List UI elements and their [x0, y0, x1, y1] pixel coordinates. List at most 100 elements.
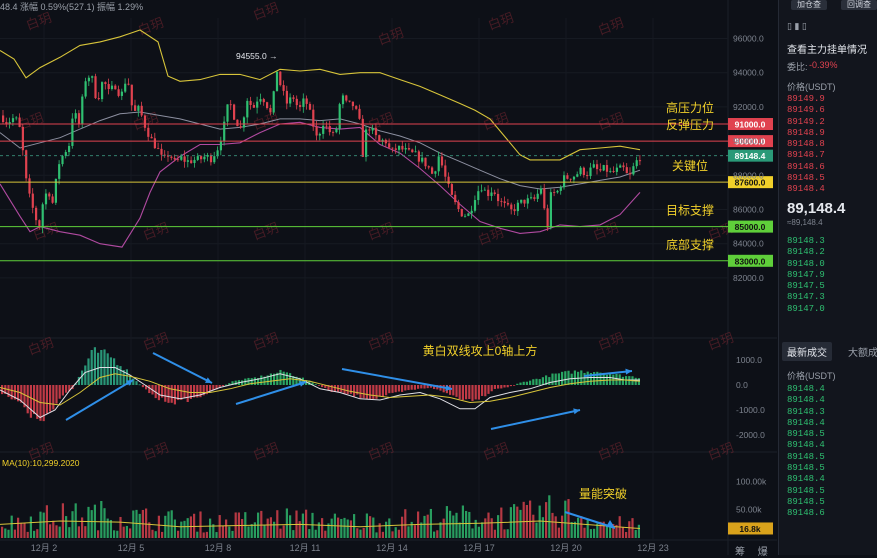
candle-body [503, 201, 506, 204]
bid-row[interactable]: 89148.0 [787, 258, 825, 269]
candle-body [91, 76, 94, 78]
macd-bar [250, 378, 253, 385]
candle-body [546, 208, 549, 228]
bid-row[interactable]: 89147.5 [787, 281, 825, 292]
ask-list: 89149.9 89149.6 89149.2 89148.9 89148.8 89148… [787, 94, 825, 196]
trade-row[interactable]: 89148.6 [787, 508, 825, 519]
ask-row[interactable]: 89148.4 [787, 184, 825, 195]
macd-bar [369, 385, 372, 400]
volume-bar [183, 520, 186, 538]
volume-bar [628, 521, 631, 538]
macd-bar [362, 385, 365, 399]
add-position-button[interactable]: 加仓查 [791, 0, 827, 10]
ask-row[interactable]: 89148.8 [787, 139, 825, 150]
tab-latest-trades[interactable]: 最新成交 [782, 342, 832, 361]
trade-row[interactable]: 89148.4 [787, 440, 825, 451]
trade-row[interactable]: 89148.3 [787, 406, 825, 417]
order-book-icons[interactable]: ▯ ▮ ▯ [787, 21, 807, 31]
ask-row[interactable]: 89148.5 [787, 173, 825, 184]
watermark: 白玥 [251, 110, 281, 133]
trade-row[interactable]: 89148.5 [787, 429, 825, 440]
trade-price-header: 价格(USDT) [787, 371, 836, 381]
macd-bar [20, 385, 23, 403]
bottom-right-label[interactable]: 爆 [757, 547, 768, 558]
trade-row[interactable]: 89148.5 [787, 496, 825, 507]
candle-body [520, 199, 523, 203]
pullback-button[interactable]: 回调查 [841, 0, 877, 10]
volume-bar [615, 524, 618, 538]
ask-row[interactable]: 89148.7 [787, 150, 825, 161]
volume-bar [90, 510, 93, 538]
macd-bar [532, 379, 535, 385]
candle-body [74, 113, 77, 119]
volume-bar [484, 518, 487, 538]
watermark: 白玥 [31, 220, 61, 243]
macd-bar [391, 385, 394, 393]
ask-row[interactable]: 89149.2 [787, 116, 825, 127]
trade-row[interactable]: 89148.4 [787, 395, 825, 406]
candle-body [411, 149, 414, 153]
macd-bar [525, 381, 528, 385]
trade-row[interactable]: 89148.5 [787, 485, 825, 496]
volume-bar [17, 517, 20, 538]
volume-bar [433, 531, 436, 538]
candle-body [269, 108, 272, 113]
candle-body [157, 148, 160, 149]
volume-bar [241, 518, 244, 538]
tab-large-trades[interactable]: 大额成 [848, 348, 877, 359]
candle-body [622, 165, 625, 168]
trade-row[interactable]: 89148.4 [787, 417, 825, 428]
volume-bar [106, 518, 109, 538]
macd-bar [503, 385, 506, 388]
macd-bar [109, 357, 112, 385]
candle-body [143, 115, 147, 128]
upper-band-line [0, 29, 641, 161]
trade-row[interactable]: 89148.4 [787, 474, 825, 485]
x-tick-label: 12月 14 [376, 543, 408, 553]
bid-row[interactable]: 89148.3 [787, 236, 825, 246]
candle-body [556, 190, 559, 193]
bid-row[interactable]: 89147.0 [787, 303, 825, 314]
candle-body [444, 165, 447, 177]
bid-row[interactable]: 89147.3 [787, 292, 825, 303]
candle-body [632, 166, 635, 175]
ask-row[interactable]: 89148.6 [787, 161, 825, 172]
ask-row[interactable]: 89149.9 [787, 94, 825, 104]
bid-row[interactable]: 89147.9 [787, 269, 825, 280]
macd-bar [442, 385, 445, 393]
trade-row[interactable]: 89148.5 [787, 463, 825, 474]
candle-body [609, 171, 612, 172]
candle-body [516, 202, 519, 212]
candle-body [104, 82, 107, 85]
candle-body [427, 166, 430, 168]
level-label-bg [728, 254, 773, 267]
trade-row[interactable]: 89148.4 [787, 384, 825, 394]
macd-bar [52, 385, 55, 410]
bottom-left-label[interactable]: 筹 [735, 547, 745, 558]
candle-body [592, 164, 595, 168]
x-tick-label: 12月 2 [31, 543, 58, 553]
candle-body [553, 192, 556, 193]
candle-body [308, 103, 312, 110]
candle-body [41, 204, 44, 228]
trade-row[interactable]: 89148.5 [787, 451, 825, 462]
candle-body [365, 129, 368, 157]
macd-bar [583, 372, 586, 385]
ask-row[interactable]: 89149.6 [787, 105, 825, 116]
candle-body [120, 91, 123, 96]
candle-body [176, 159, 180, 161]
volume-bar [196, 531, 199, 538]
volume-bar [337, 517, 340, 538]
macd-bar [186, 385, 189, 403]
volume-bar [39, 511, 42, 538]
volume-bar [247, 526, 250, 538]
watermark: 白玥 [366, 330, 396, 353]
volume-bar [369, 516, 372, 538]
macd-bar [55, 385, 58, 404]
ask-row[interactable]: 89148.9 [787, 127, 825, 138]
y-tick-label: 96000.0 [733, 34, 764, 44]
macd-bar [81, 370, 84, 385]
bid-row[interactable]: 89148.2 [787, 247, 825, 258]
macd-tick-label: 0.0 [736, 380, 748, 390]
